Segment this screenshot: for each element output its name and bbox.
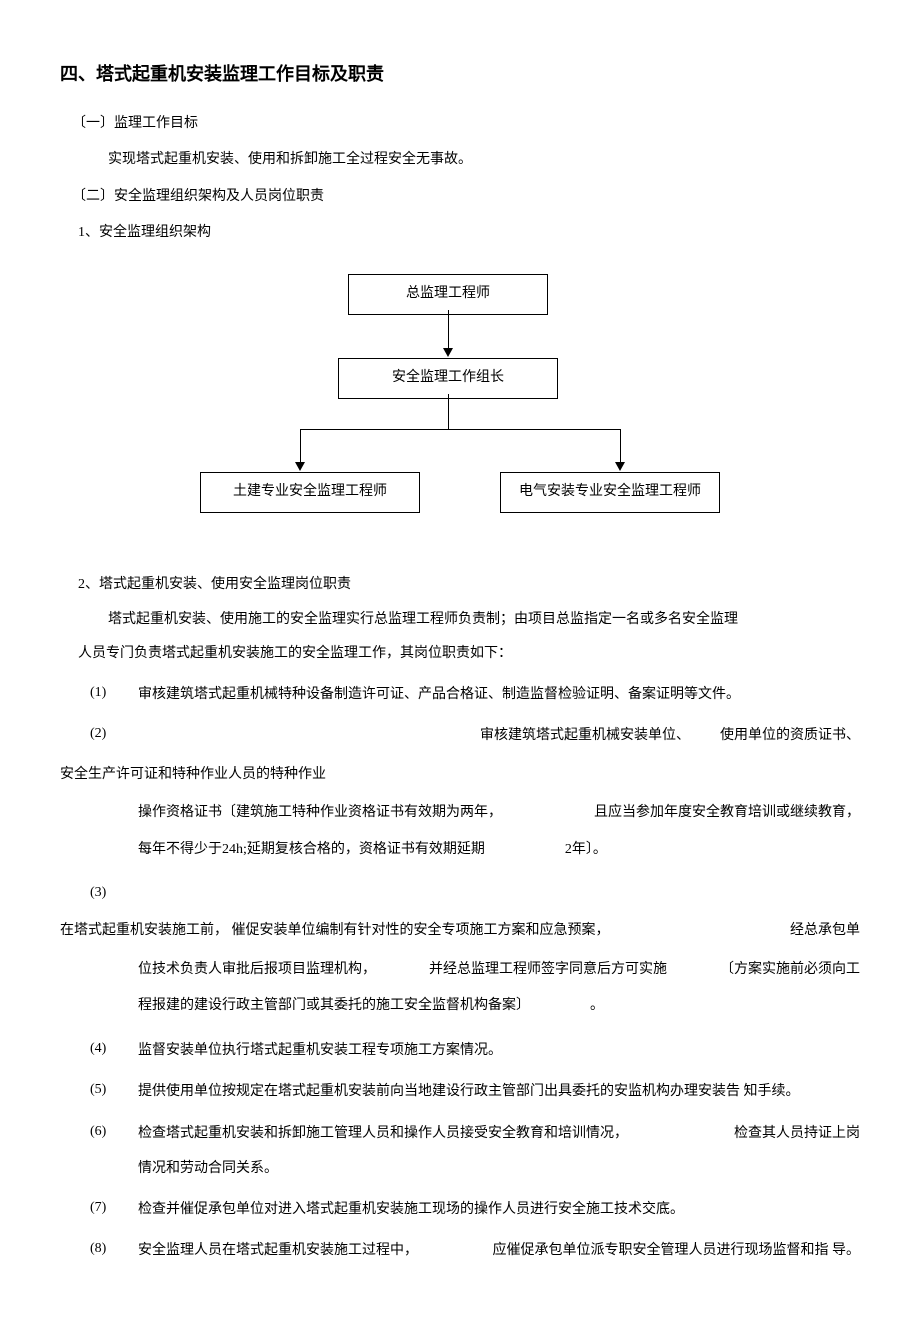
section-1-heading: 〔一〕监理工作目标 — [72, 113, 860, 135]
page-title: 四、塔式起重机安装监理工作目标及职责 — [60, 60, 860, 89]
t3b1: 位技术负责人审批后报项目监理机构， — [138, 955, 376, 986]
list-item-6: (6) 检查塔式起重机安装和拆卸施工管理人员和操作人员接受安全教育和培训情况， … — [90, 1121, 860, 1181]
t3b3: 〔方案实施前必须向工 — [720, 955, 860, 986]
list-num-4: (4) — [90, 1038, 138, 1060]
section-2-item2-title: 2、塔式起重机安装、使用安全监理岗位职责 — [78, 574, 860, 596]
t3b2: 并经总监理工程师签字同意后方可实施 — [429, 955, 667, 986]
list-text-3-sub: 位技术负责人审批后报项目监理机构， 并经总监理工程师签字同意后方可实施 〔方案实… — [138, 955, 860, 1023]
list-text-5: 提供使用单位按规定在塔式起重机安装前向当地建设行政主管部门出具委托的安监机构办理… — [138, 1079, 860, 1104]
list-text-3-line1: 在塔式起重机安装施工前， 催促安装单位编制有针对性的安全专项施工方案和应急预案，… — [60, 920, 860, 942]
chart-arrow-2 — [448, 394, 449, 429]
list-text-8: 安全监理人员在塔式起重机安装施工过程中， 应催促承包单位派专职安全管理人员进行现… — [138, 1238, 860, 1263]
chart-arrowhead-r — [615, 462, 625, 471]
section-2-item1-title: 1、安全监理组织架构 — [78, 222, 860, 244]
t3a1: 在塔式起重机安装施工前， 催促安装单位编制有针对性的安全专项施工方案和应急预案， — [60, 920, 610, 942]
chart-node-mid: 安全监理工作组长 — [338, 358, 558, 398]
list-text-7: 检查并催促承包单位对进入塔式起重机安装施工现场的操作人员进行安全施工技术交底。 — [138, 1197, 860, 1222]
chart-arrowhead-l — [295, 462, 305, 471]
t3c2: 。 — [590, 991, 604, 1022]
list-item-2: (2) 审核建筑塔式起重机械安装单位、 使用单位的资质证书、 — [90, 723, 860, 748]
list-text-6: 检查塔式起重机安装和拆卸施工管理人员和操作人员接受安全教育和培训情况， 检查其人… — [138, 1121, 860, 1181]
list-text-1: 审核建筑塔式起重机械特种设备制造许可证、产品合格证、制造监督检验证明、备案证明等… — [138, 682, 860, 707]
list-item-1: (1) 审核建筑塔式起重机械特种设备制造许可证、产品合格证、制造监督检验证明、备… — [90, 682, 860, 707]
list-item-7: (7) 检查并催促承包单位对进入塔式起重机安装施工现场的操作人员进行安全施工技术… — [90, 1197, 860, 1222]
list-num-6: (6) — [90, 1121, 138, 1143]
list-text-4: 监督安装单位执行塔式起重机安装工程专项施工方案情况。 — [138, 1038, 860, 1063]
section-2-heading: 〔二〕安全监理组织架构及人员岗位职责 — [72, 186, 860, 208]
org-chart: 总监理工程师 安全监理工作组长 土建专业安全监理工程师 电气安装专业安全监理工程… — [200, 274, 720, 524]
t2a: 审核建筑塔式起重机械安装单位、 — [480, 723, 690, 748]
t2e2: 2年〕。 — [565, 835, 607, 866]
t2b: 使用单位的资质证书、 — [720, 723, 860, 748]
t2e1: 每年不得少于24h;延期复核合格的，资格证书有效期延期 — [138, 835, 485, 866]
item2-intro-b: 人员专门负责塔式起重机安装施工的安全监理工作，其岗位职责如下： — [78, 643, 860, 665]
t6a: 检查塔式起重机安装和拆卸施工管理人员和操作人员接受安全教育和培训情况， — [138, 1121, 628, 1146]
chart-arrow-1 — [448, 310, 449, 350]
list-item-3-num: (3) — [90, 882, 860, 904]
section-1-body: 实现塔式起重机安装、使用和拆卸施工全过程安全无事故。 — [108, 149, 860, 171]
chart-node-top: 总监理工程师 — [348, 274, 548, 314]
chart-hline — [300, 429, 620, 430]
t8a: 安全监理人员在塔式起重机安装施工过程中， — [138, 1238, 418, 1263]
t6c: 情况和劳动合同关系。 — [138, 1156, 860, 1181]
list-item-5: (5) 提供使用单位按规定在塔式起重机安装前向当地建设行政主管部门出具委托的安监… — [90, 1079, 860, 1104]
chart-arrowhead-1 — [443, 348, 453, 357]
t6b: 检查其人员持证上岗 — [734, 1121, 860, 1146]
t8b: 应催促承包单位派专职安全管理人员进行现场监督和指 导。 — [493, 1238, 861, 1263]
list-text-2-line1: 审核建筑塔式起重机械安装单位、 使用单位的资质证书、 — [138, 723, 860, 748]
list-text-2-line2: 安全生产许可证和特种作业人员的特种作业 — [60, 764, 860, 786]
t2d2: 且应当参加年度安全教育培训或继续教育， — [594, 798, 860, 829]
chart-node-right: 电气安装专业安全监理工程师 — [500, 472, 720, 512]
list-text-2-sub: 操作资格证书〔建筑施工特种作业资格证书有效期为两年， 且应当参加年度安全教育培训… — [138, 798, 860, 866]
chart-arrow-l — [300, 429, 301, 464]
list-item-4: (4) 监督安装单位执行塔式起重机安装工程专项施工方案情况。 — [90, 1038, 860, 1063]
list-num-5: (5) — [90, 1079, 138, 1101]
chart-arrow-r — [620, 429, 621, 464]
chart-node-left: 土建专业安全监理工程师 — [200, 472, 420, 512]
list-num-3: (3) — [90, 882, 138, 904]
t3a2: 经总承包单 — [790, 920, 860, 942]
list-num-8: (8) — [90, 1238, 138, 1260]
list-num-7: (7) — [90, 1197, 138, 1219]
list-item-8: (8) 安全监理人员在塔式起重机安装施工过程中， 应催促承包单位派专职安全管理人… — [90, 1238, 860, 1263]
list-num-2: (2) — [90, 723, 138, 745]
t3c1: 程报建的建设行政主管部门或其委托的施工安全监督机构备案〕 — [138, 991, 530, 1022]
list-num-1: (1) — [90, 682, 138, 704]
t2d1: 操作资格证书〔建筑施工特种作业资格证书有效期为两年， — [138, 798, 502, 829]
item2-intro-a: 塔式起重机安装、使用施工的安全监理实行总监理工程师负责制；由项目总监指定一名或多… — [108, 609, 860, 631]
